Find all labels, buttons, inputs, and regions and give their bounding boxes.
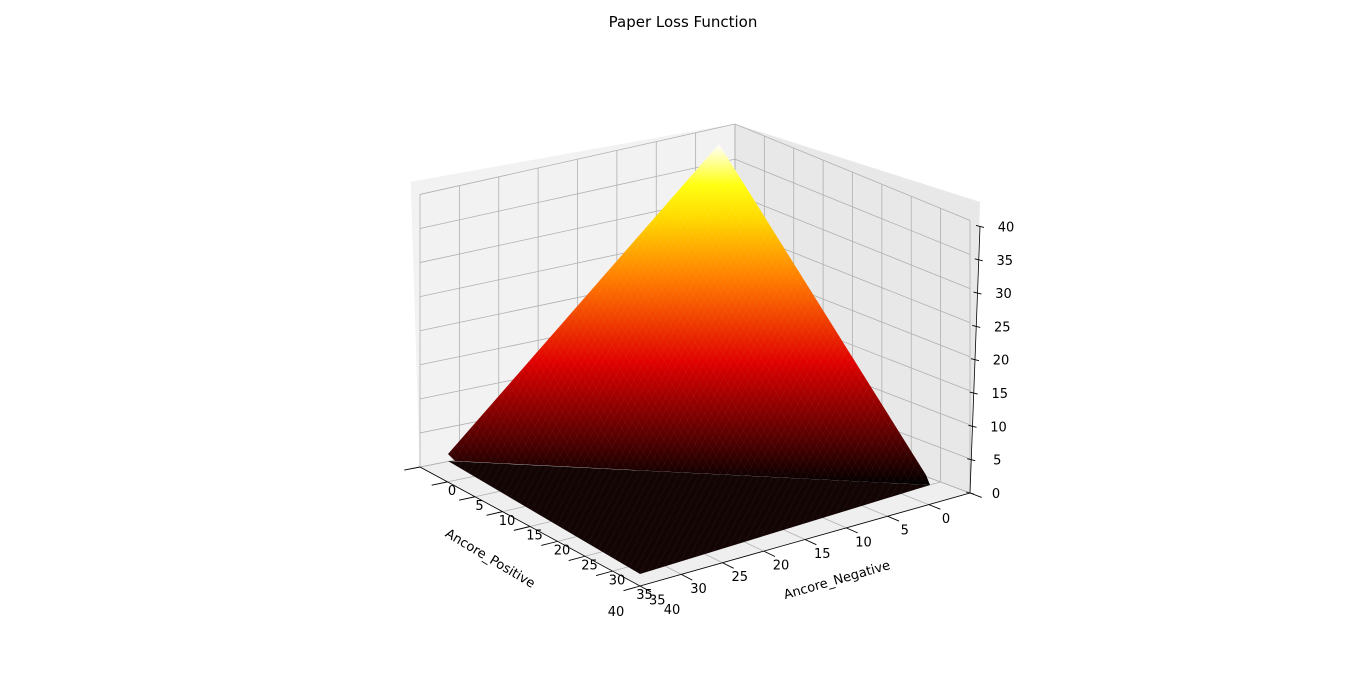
y-tick-5 — [431, 481, 448, 486]
y-axis-label: Ancore_Negative — [782, 558, 892, 603]
z-tick-label-40: 40 — [998, 220, 1015, 235]
chart-title: Paper Loss Function — [609, 13, 758, 31]
x-tick-label-5: 5 — [901, 524, 909, 539]
x-tick-label-15: 15 — [814, 547, 831, 562]
x-tick-label-40: 40 — [608, 605, 625, 620]
x-tick-15 — [846, 527, 858, 534]
z-tick-15 — [969, 391, 978, 395]
x-tick-10 — [887, 515, 900, 522]
x-tick-label-35: 35 — [649, 593, 666, 608]
y-tick-label-40: 40 — [664, 603, 681, 618]
z-tick-35 — [974, 258, 983, 262]
x-tick-label-10: 10 — [855, 535, 872, 550]
x-tick-label-0: 0 — [942, 512, 950, 527]
y-tick-label-10: 10 — [499, 514, 516, 529]
z-tick-5 — [967, 458, 976, 462]
surface-face-mesh-2 — [448, 144, 930, 485]
y-tick-label-30: 30 — [609, 573, 626, 588]
x-tick-label-30: 30 — [690, 582, 707, 597]
x-axis-label: Ancore_Positive — [442, 526, 537, 591]
y-tick-label-0: 0 — [448, 484, 456, 499]
tick-labels: 4035302520151050051015202530354005101520… — [448, 220, 1014, 620]
y-tick-label-35: 35 — [636, 588, 653, 603]
z-tick-label-35: 35 — [996, 254, 1013, 269]
y-tick-label-25: 25 — [581, 558, 598, 573]
z-tick-20 — [970, 358, 980, 362]
z-tick-0 — [965, 491, 975, 495]
grid-line-z-35 — [419, 158, 971, 255]
z-tick-label-15: 15 — [991, 387, 1008, 402]
x-tick-20 — [804, 539, 817, 546]
x-tick-5 — [928, 504, 941, 510]
grid-line-z-40 — [419, 123, 971, 221]
z-tick-label-0: 0 — [992, 487, 1000, 502]
surface — [448, 144, 930, 574]
z-tick-10 — [968, 424, 977, 428]
x-tick-30 — [722, 562, 734, 569]
y-tick-25 — [541, 540, 558, 546]
surface-floor-mesh — [448, 461, 930, 574]
y-tick-label-15: 15 — [526, 529, 543, 544]
z-tick-label-10: 10 — [990, 420, 1007, 435]
z-tick-40 — [975, 224, 985, 228]
z-tick-label-20: 20 — [993, 354, 1010, 369]
y-tick-0 — [404, 466, 421, 471]
tick-marks — [404, 224, 985, 593]
y-tick-40 — [623, 585, 641, 592]
y-tick-30 — [568, 555, 586, 561]
y-tick-15 — [486, 511, 503, 516]
y-tick-label-5: 5 — [475, 499, 483, 514]
z-tick-label-30: 30 — [995, 287, 1012, 302]
x-tick-label-20: 20 — [773, 559, 790, 574]
y-tick-10 — [458, 496, 476, 501]
z-tick-label-25: 25 — [994, 320, 1011, 335]
x-tick-40 — [639, 585, 652, 593]
z-tick-30 — [973, 291, 982, 295]
x-tick-35 — [681, 573, 693, 581]
x-tick-25 — [763, 550, 776, 557]
x-tick-label-25: 25 — [731, 570, 748, 585]
z-tick-label-5: 5 — [993, 454, 1001, 469]
y-tick-20 — [513, 526, 531, 531]
y-tick-label-20: 20 — [554, 544, 571, 559]
y-tick-35 — [595, 570, 613, 577]
z-tick-25 — [972, 324, 981, 328]
